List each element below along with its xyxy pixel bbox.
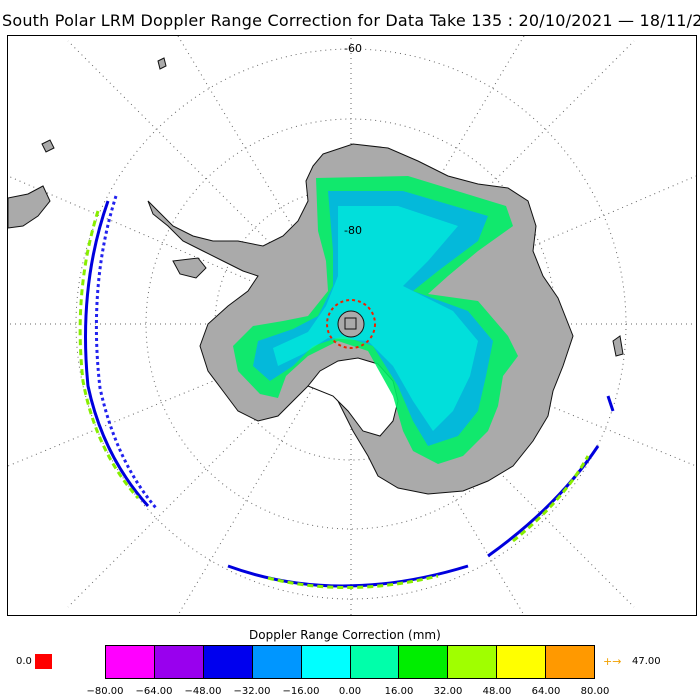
colorbar: [105, 645, 595, 679]
legend-title: Doppler Range Correction (mm): [249, 628, 441, 642]
colorbar-tick: −80.00: [86, 686, 124, 697]
colorbar-tick: −16.00: [282, 686, 320, 697]
colorbar-tick: −48.00: [184, 686, 222, 697]
colorbar-swatch: [546, 646, 595, 678]
ocean-tracks: [78, 195, 615, 589]
colorbar-tick: −32.00: [233, 686, 271, 697]
colorbar-swatch: [448, 646, 498, 678]
colorbar-swatch: [350, 646, 400, 678]
colorbar-tick: 32.00: [433, 686, 463, 697]
colorbar-swatch: [252, 646, 302, 678]
colorbar-swatch: [301, 646, 351, 678]
lat-label-60: -60: [344, 42, 362, 55]
coverage-swaths: [233, 176, 518, 464]
colorbar-swatch: [399, 646, 449, 678]
polar-map-svg: [8, 36, 696, 615]
max-value: 47.00: [632, 656, 661, 667]
islands: [8, 57, 624, 357]
max-arrow-icon: +→: [603, 655, 622, 668]
colorbar-swatch: [106, 646, 155, 678]
colorbar-tick: 0.00: [338, 686, 362, 697]
min-label: 0.0: [16, 656, 32, 667]
colorbar-tick: 80.00: [580, 686, 610, 697]
colorbar-tick: 16.00: [384, 686, 414, 697]
polar-map: -60 -80: [7, 35, 697, 616]
lat-label-80: -80: [344, 224, 362, 237]
colorbar-tick: 48.00: [482, 686, 512, 697]
colorbar-tick: 64.00: [531, 686, 561, 697]
map-title: South Polar LRM Doppler Range Correction…: [2, 11, 700, 30]
colorbar-swatch: [203, 646, 253, 678]
colorbar-swatch: [154, 646, 204, 678]
colorbar-swatch: [497, 646, 547, 678]
min-color-box: [35, 654, 52, 669]
colorbar-tick: −64.00: [135, 686, 173, 697]
